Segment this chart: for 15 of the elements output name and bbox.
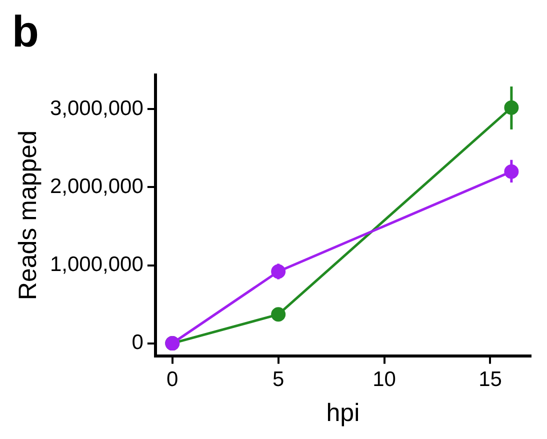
x-tick-label: 0	[166, 368, 178, 392]
point	[504, 164, 519, 179]
y-axis-title: Reads mapped	[14, 130, 42, 300]
chart-title: b	[12, 8, 39, 57]
point	[271, 307, 286, 322]
point	[271, 264, 286, 279]
x-axis-title: hpi	[326, 398, 360, 427]
y-tick-label: 2,000,000	[50, 174, 144, 198]
y-tick-label: 1,000,000	[50, 253, 144, 276]
x-tick-label: 5	[272, 368, 284, 392]
y-tick-label: 0	[132, 331, 144, 354]
x-tick-label: 15	[478, 368, 502, 392]
x-tick-label: 10	[372, 368, 396, 392]
y-tick-label: 3,000,000	[50, 96, 144, 120]
point	[504, 100, 519, 115]
